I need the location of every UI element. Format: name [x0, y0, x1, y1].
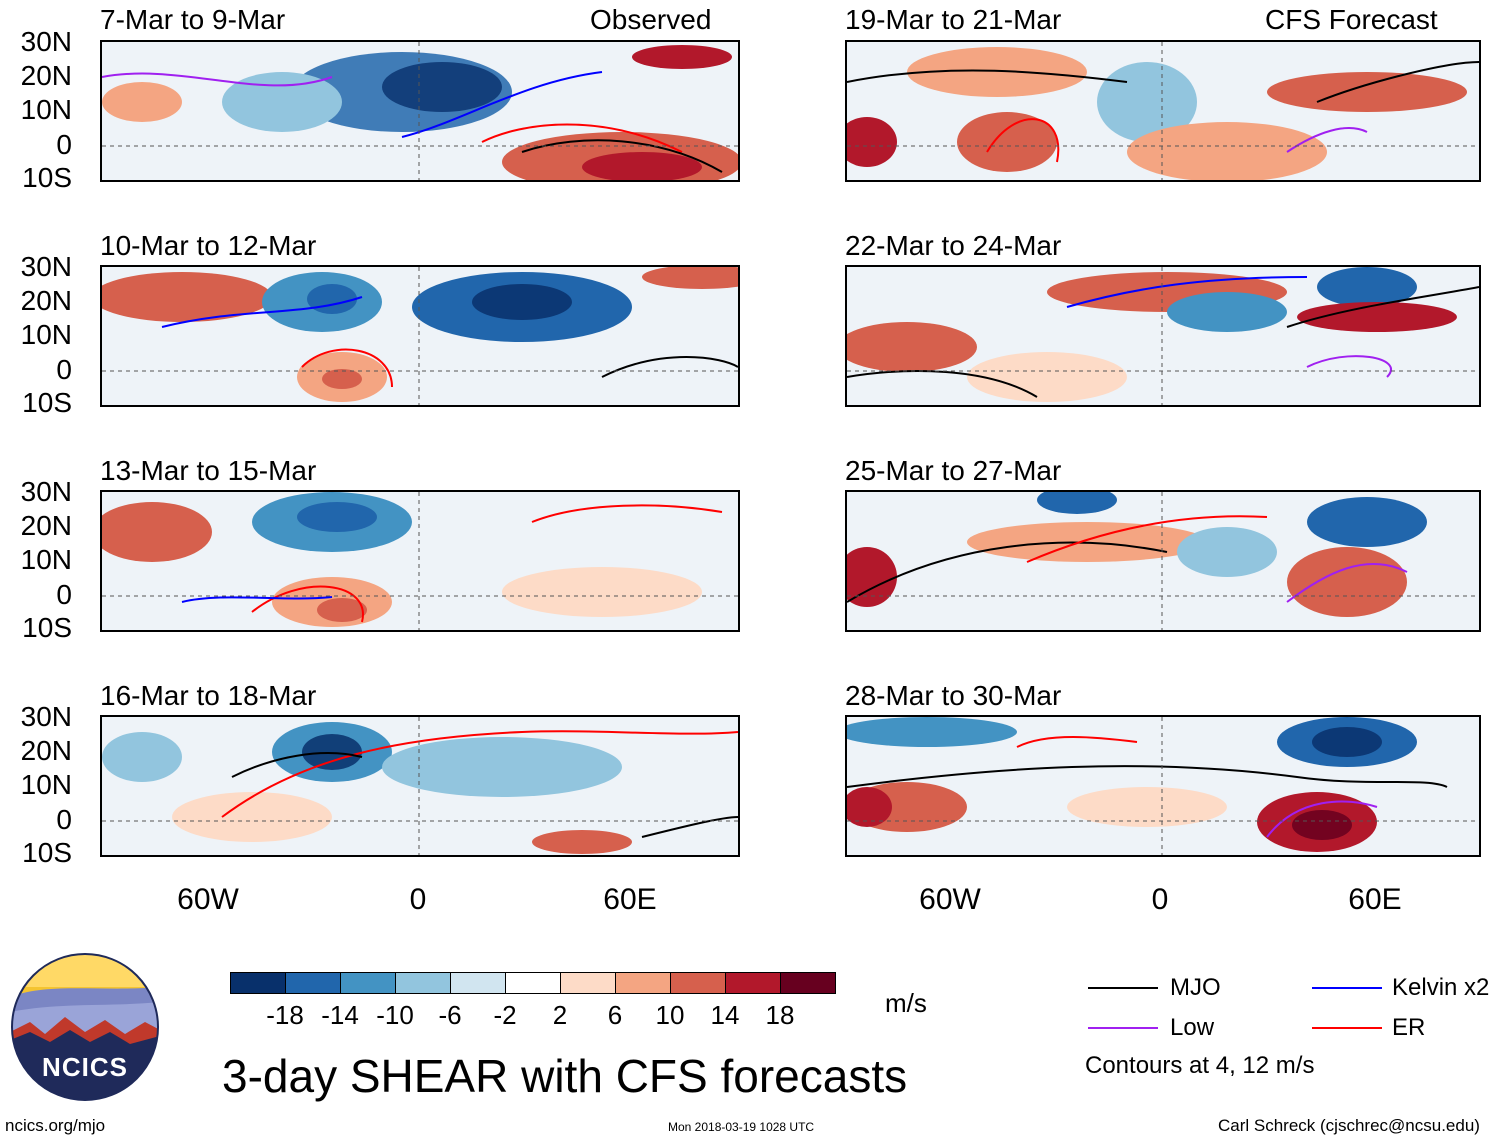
colorbar-swatch	[560, 972, 616, 994]
main-title: 3-day SHEAR with CFS forecasts	[222, 1050, 908, 1102]
colorbar-label: -18	[266, 1000, 304, 1030]
colorbar-units: m/s	[885, 988, 927, 1018]
colorbar-swatch	[725, 972, 781, 994]
legend-line-er	[1312, 1027, 1382, 1029]
shear-map	[845, 490, 1481, 632]
y-label: 20N	[20, 285, 72, 316]
y-label: 0	[56, 579, 72, 610]
colorbar-label: 6	[607, 1000, 623, 1030]
colorbar-swatch	[780, 972, 836, 994]
legend-line-kelvin	[1312, 987, 1382, 989]
shear-map	[845, 715, 1481, 857]
observed-label: Observed	[590, 4, 712, 35]
shear-field	[847, 42, 1479, 180]
y-label: 10N	[20, 769, 72, 800]
y-label: 10S	[22, 612, 72, 643]
colorbar-swatch	[670, 972, 726, 994]
shear-map	[845, 265, 1481, 407]
shear-field	[847, 717, 1479, 855]
legend-label-low: Low	[1170, 1014, 1215, 1041]
shear-field	[847, 492, 1479, 630]
x-label: 0	[409, 883, 427, 916]
shear-map	[845, 40, 1481, 182]
y-label: 10N	[20, 94, 72, 125]
colorbar-swatch	[615, 972, 671, 994]
y-label: 0	[56, 804, 72, 835]
panel-title: 13-Mar to 15-Mar	[100, 455, 317, 486]
footer-timestamp: Mon 2018-03-19 1028 UTC	[668, 1120, 815, 1134]
y-label: 10S	[22, 387, 72, 418]
cfs-forecast-label: CFS Forecast	[1265, 4, 1438, 35]
colorbar-swatch	[340, 972, 396, 994]
logo-icon	[11, 953, 159, 1101]
shear-field	[102, 717, 738, 855]
colorbar-label: 10	[655, 1000, 685, 1030]
y-label: 30N	[20, 26, 72, 57]
y-label: 20N	[20, 60, 72, 91]
x-label: 60E	[603, 883, 657, 916]
colorbar-label: 14	[710, 1000, 740, 1030]
colorbar-label: -10	[376, 1000, 414, 1030]
legend-line-mjo	[1088, 987, 1158, 989]
logo-text: NCICS	[42, 1052, 128, 1082]
colorbar-swatch	[395, 972, 451, 994]
colorbar-swatch	[285, 972, 341, 994]
panel-title: 7-Mar to 9-Mar	[100, 4, 286, 35]
x-label: 60E	[1348, 883, 1402, 916]
y-label: 0	[56, 129, 72, 160]
legend-label-er: ER	[1392, 1014, 1426, 1041]
colorbar-labels: -18 -14 -10 -6 -2 2 6 10 14 18	[230, 1000, 835, 1030]
x-label: 0	[1151, 883, 1169, 916]
colorbar	[230, 972, 836, 994]
ncics-logo: NCICS	[10, 952, 160, 1102]
colorbar-label: -2	[493, 1000, 517, 1030]
colorbar-label: -14	[321, 1000, 359, 1030]
panel-title: 10-Mar to 12-Mar	[100, 230, 317, 261]
colorbar-label: 2	[552, 1000, 568, 1030]
y-label: 10S	[22, 162, 72, 193]
y-label: 30N	[20, 701, 72, 732]
y-label: 30N	[20, 476, 72, 507]
y-label: 10S	[22, 837, 72, 868]
footer-author: Carl Schreck (cjschrec@ncsu.edu)	[1218, 1116, 1480, 1135]
colorbar-swatch	[505, 972, 561, 994]
colorbar-swatch	[230, 972, 286, 994]
shear-field	[102, 492, 738, 630]
legend-note: Contours at 4, 12 m/s	[1085, 1052, 1315, 1079]
shear-map	[100, 715, 740, 857]
footer-link[interactable]: ncics.org/mjo	[5, 1116, 106, 1135]
panel-title: 25-Mar to 27-Mar	[845, 455, 1062, 486]
y-label: 30N	[20, 251, 72, 282]
shear-map	[100, 490, 740, 632]
shear-field	[102, 267, 738, 405]
y-label: 10N	[20, 544, 72, 575]
y-label: 10N	[20, 319, 72, 350]
shear-field	[847, 267, 1479, 405]
y-label: 20N	[20, 735, 72, 766]
panel-title: 28-Mar to 30-Mar	[845, 680, 1062, 711]
panel-title: 19-Mar to 21-Mar	[845, 4, 1062, 35]
legend-line-low	[1088, 1027, 1158, 1029]
shear-map	[100, 40, 740, 182]
panel-title: 16-Mar to 18-Mar	[100, 680, 317, 711]
shear-field	[102, 42, 738, 180]
y-label: 0	[56, 354, 72, 385]
colorbar-swatch	[450, 972, 506, 994]
colorbar-label: -6	[438, 1000, 462, 1030]
panel-title: 22-Mar to 24-Mar	[845, 230, 1062, 261]
shear-map	[100, 265, 740, 407]
y-label: 20N	[20, 510, 72, 541]
x-label: 60W	[919, 883, 981, 916]
legend-label-mjo: MJO	[1170, 974, 1221, 1001]
legend-label-kelvin: Kelvin x2	[1392, 974, 1490, 1001]
x-label: 60W	[177, 883, 239, 916]
colorbar-label: 18	[765, 1000, 795, 1030]
